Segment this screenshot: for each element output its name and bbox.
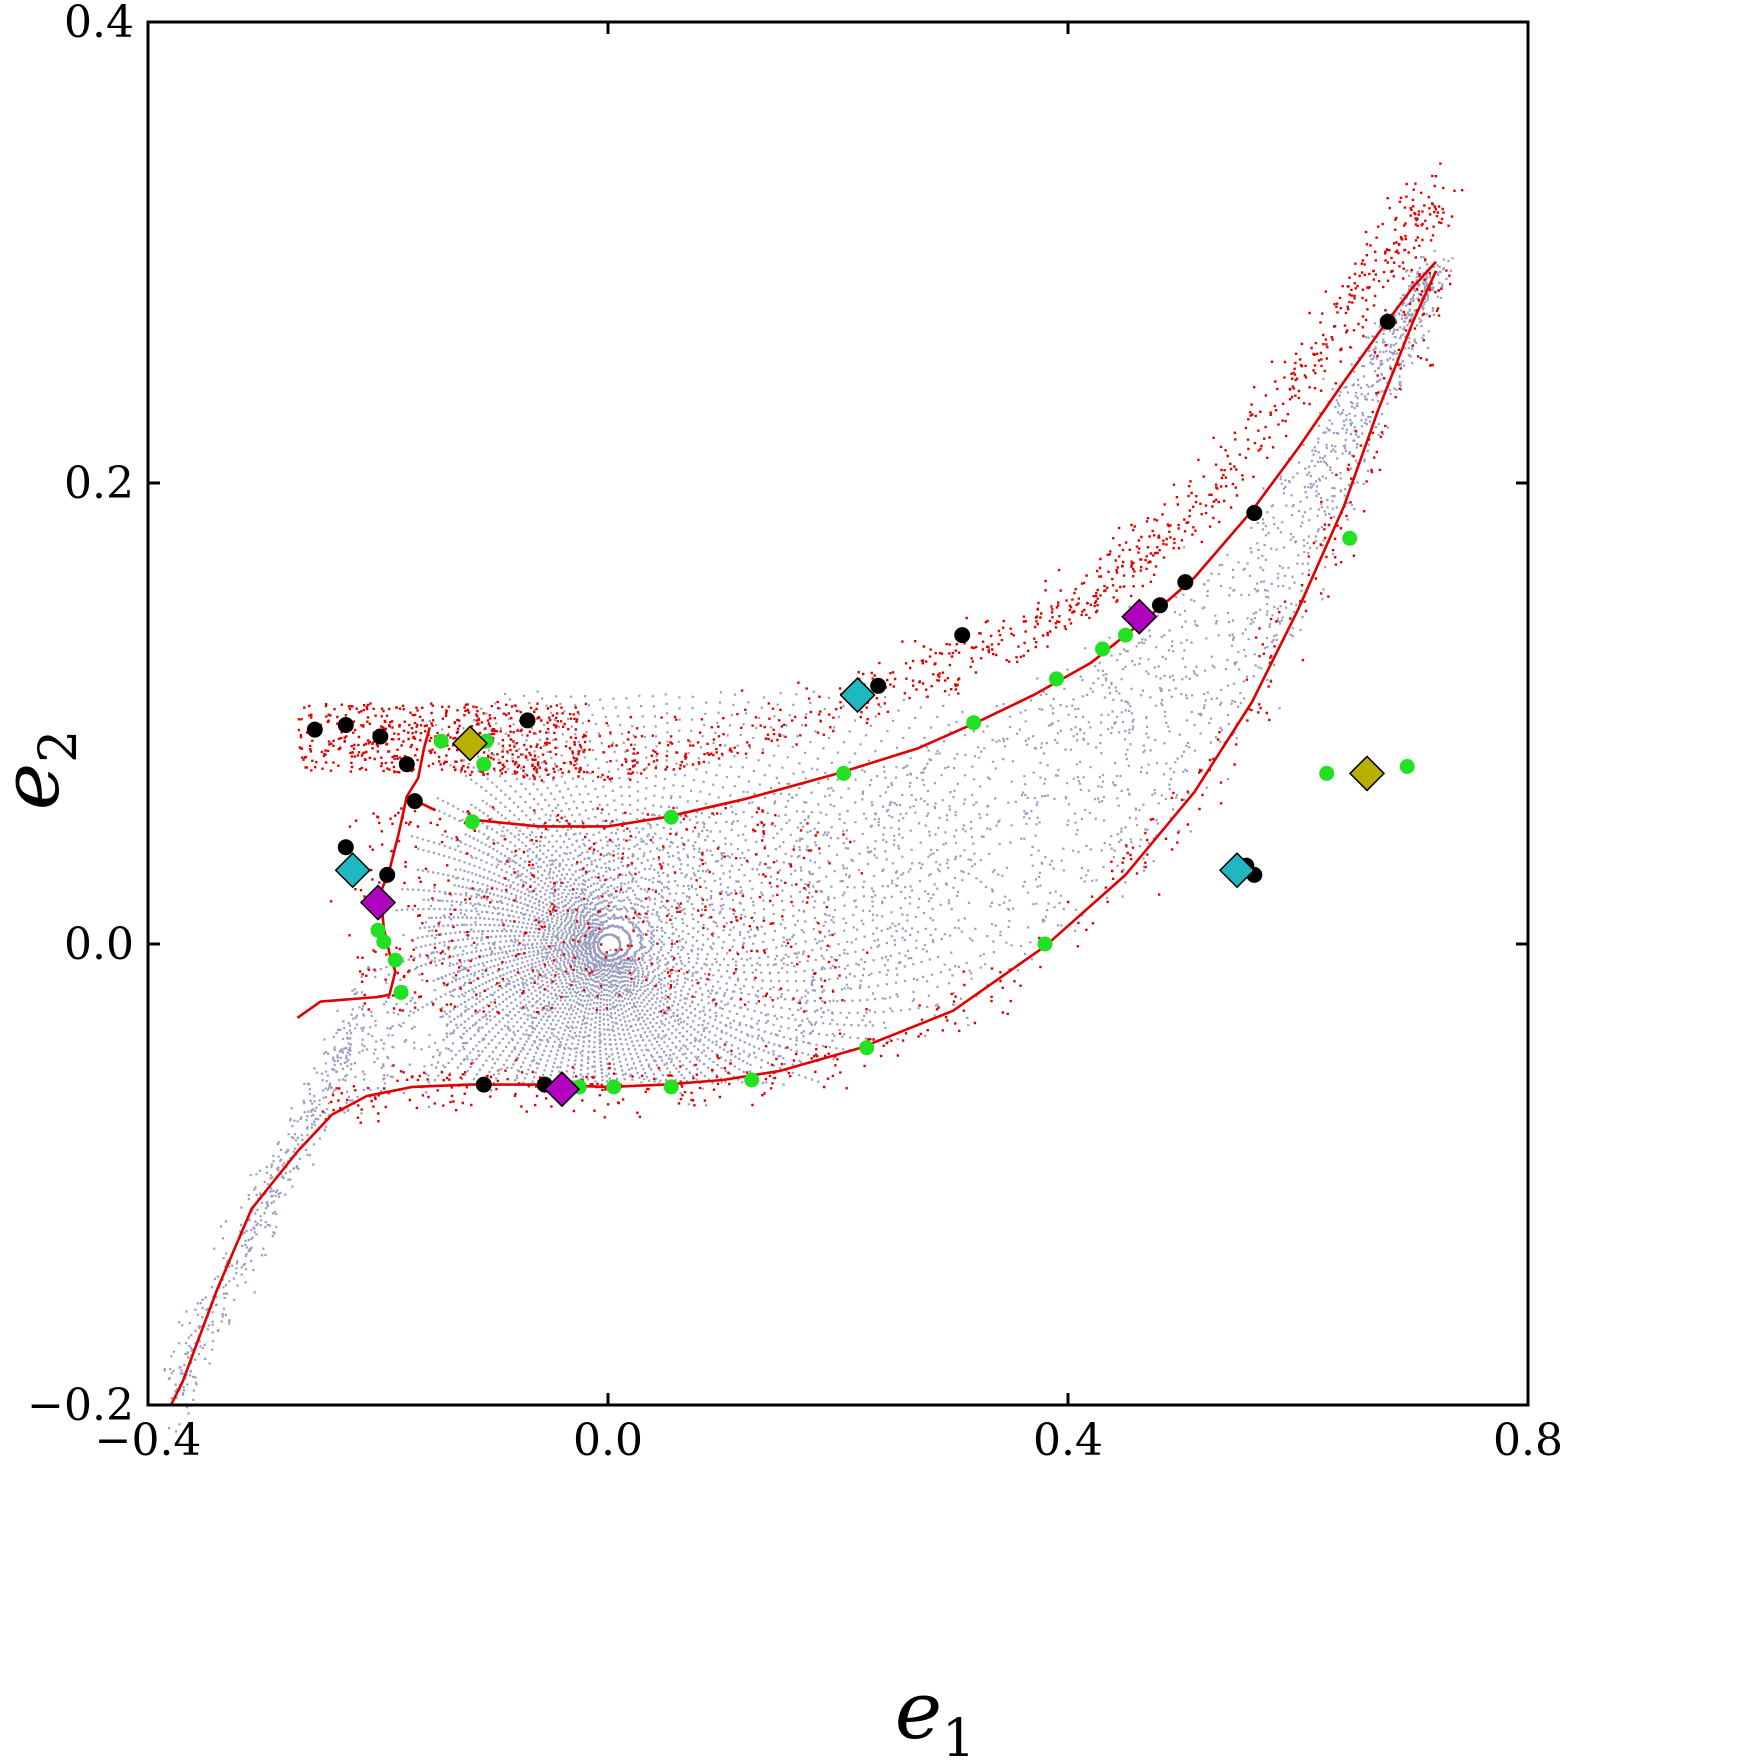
x-tick-label: 0.4 [1033, 1415, 1103, 1466]
black-point [519, 712, 536, 729]
x-tick-label: −0.4 [95, 1415, 202, 1466]
green-point [393, 984, 409, 1000]
plot-frame [146, 20, 1530, 1407]
y-tick-label: 0.0 [64, 919, 134, 970]
marker-layer [306, 313, 1415, 1108]
black-point [337, 717, 354, 733]
black-point [1177, 574, 1194, 591]
green-point [370, 922, 386, 938]
black-point [398, 756, 415, 773]
magenta-diamond [543, 1071, 581, 1108]
green-point [1049, 671, 1064, 687]
green-point [836, 765, 852, 781]
black-point [379, 866, 396, 883]
x-tick-label: 0.8 [1493, 1415, 1563, 1466]
black-point [475, 1076, 492, 1093]
black-point [1246, 505, 1263, 521]
green-point [859, 1040, 875, 1056]
green-point [663, 1079, 679, 1095]
olive-diamond [1348, 755, 1386, 792]
magenta-diamond [359, 884, 397, 921]
y-axis-title: e2 [0, 730, 89, 810]
black-point [1379, 313, 1396, 330]
cyan-diamond [1218, 852, 1256, 889]
magenta-diamond [1121, 598, 1158, 635]
y-tick-label: 0.4 [64, 0, 134, 48]
green-point [663, 809, 679, 825]
black-point [406, 793, 423, 810]
black-point [870, 677, 887, 694]
cyan-diamond [839, 676, 876, 714]
x-axis-title: e1 [895, 1664, 975, 1760]
green-point [966, 715, 982, 731]
black-point [954, 627, 971, 644]
y-tick-label: −0.2 [27, 1380, 134, 1431]
green-point [464, 814, 480, 830]
red-curve-4 [405, 726, 432, 798]
green-point [1037, 936, 1053, 952]
cyan-diamond [334, 852, 371, 889]
green-point [1095, 641, 1110, 657]
red-curve-5 [169, 1113, 333, 1406]
green-point [387, 952, 403, 968]
black-point [372, 728, 389, 745]
black-point [1152, 597, 1168, 614]
tick-layer: −0.4 0.0 0.4 0.8 −0.2 0.0 0.2 0.4 [27, 0, 1563, 1466]
green-point [744, 1072, 760, 1088]
green-point [1319, 765, 1335, 781]
green-point [606, 1079, 622, 1095]
green-point [1118, 627, 1133, 643]
green-point [476, 756, 492, 772]
black-point [306, 721, 323, 738]
green-point [1342, 530, 1358, 546]
green-point [376, 934, 392, 950]
x-tick-label: 0.0 [573, 1415, 643, 1466]
green-point [1399, 759, 1415, 774]
green-point [433, 733, 449, 749]
y-tick-label: 0.2 [64, 458, 134, 509]
black-point [337, 839, 354, 856]
olive-diamond [451, 725, 489, 762]
